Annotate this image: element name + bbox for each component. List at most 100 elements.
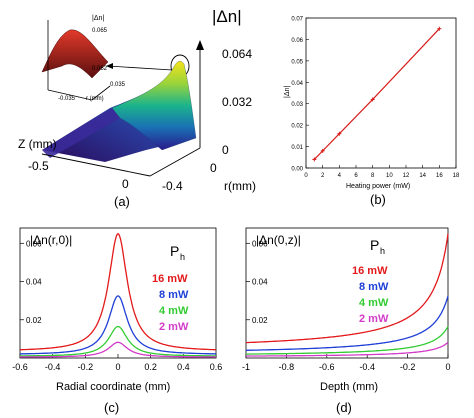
b-ytick-label: 0.02: [291, 124, 303, 130]
panel-d-label: (d): [336, 400, 352, 415]
b-xtick-label: 0: [304, 173, 308, 179]
d-frame: [245, 227, 449, 359]
c-xtick-label: -0.2: [78, 362, 94, 372]
b-xlabel: Heating power (mW): [346, 183, 410, 190]
c-y-ticks: 0.02 0.04 0.06: [20, 239, 42, 325]
d-xtick-label: -0.8: [279, 362, 295, 372]
inset-ztick-top: 0.065: [92, 28, 108, 34]
c-legend-4mw: 4 mW: [159, 305, 189, 317]
b-xtick-label: 12: [403, 173, 410, 179]
d-xlabel: Depth (mm): [320, 381, 378, 393]
a-zlabel: |Δn|: [212, 7, 242, 26]
d-legend-16mw: 16 mW: [352, 265, 388, 277]
b-series: [312, 26, 442, 162]
a-xtick-0: 0: [210, 161, 217, 175]
a-ytick-0: 0: [122, 177, 129, 191]
inset-xlabel: r (mm): [86, 96, 104, 102]
a-ztick-0064: 0.064: [222, 47, 252, 61]
c-series-line: [20, 295, 216, 355]
d-series-line: [246, 341, 449, 357]
b-ytick-label: 0.04: [291, 81, 303, 87]
c-ytick-label: 0.02: [26, 316, 42, 325]
b-xtick-label: 8: [371, 173, 375, 179]
panel-b: 0.00 0.01 0.02 0.03 0.04 0.05 0.06 0.07 0 2 4 6 8 10…: [284, 17, 460, 208]
inset-xtick-right: 0.035: [110, 82, 126, 88]
a-ztick-0: 0: [222, 143, 229, 157]
c-legend: P h 16 mW 8 mW 4 mW 2 mW: [152, 243, 189, 333]
c-series-line: [20, 325, 216, 357]
panel-a-label: (a): [114, 194, 130, 209]
c-ytick-label: 0.06: [26, 239, 42, 248]
b-xtick-label: 14: [419, 173, 426, 179]
d-legend-4mw: 4 mW: [359, 297, 389, 309]
d-xtick-label: -0.4: [359, 362, 375, 372]
panel-c-label: (c): [104, 400, 119, 415]
panel-b-label: (b): [370, 192, 386, 207]
b-xtick-label: 2: [321, 173, 325, 179]
c-legend-8mw: 8 mW: [159, 289, 189, 301]
b-ytick-label: 0.07: [291, 17, 303, 23]
c-xtick-label: 0.2: [144, 362, 157, 372]
b-xtick-label: 18: [453, 173, 460, 179]
c-legend-title: P: [170, 243, 179, 259]
c-xtick-label: 0: [115, 362, 120, 372]
d-legend: P h 16 mW 8 mW 4 mW 2 mW: [352, 237, 389, 325]
inset-zlabel: |Δn|: [92, 15, 104, 22]
d-x-ticks: -1 -0.8 -0.6 -0.4 -0.2 0: [242, 354, 451, 372]
d-xtick-label: -0.2: [400, 362, 416, 372]
d-legend-title-sub: h: [380, 246, 385, 256]
surface-peak: [111, 61, 197, 151]
a-ytick-neg05: -0.5: [28, 159, 49, 173]
z-axis-arrow: [196, 40, 204, 50]
d-y-ticks: 0.02 0.04 0.06: [246, 239, 268, 325]
c-xtick-label: 0.4: [177, 362, 190, 372]
d-series-line: [246, 326, 449, 355]
panel-a: |Δn| 0.065 0.062 -0.035 0.035 r (mm) |Δn…: [18, 7, 256, 209]
b-frame: [305, 17, 457, 169]
d-ytick-label: 0.04: [252, 278, 268, 287]
d-xtick-label: -0.6: [319, 362, 335, 372]
b-ytick-label: 0.00: [291, 167, 303, 173]
d-ytick-label: 0.02: [252, 316, 268, 325]
a-ylabel: Z (mm): [18, 137, 57, 151]
inset-surface: |Δn| 0.065 0.062 -0.035 0.035 r (mm): [41, 15, 126, 102]
c-legend-16mw: 16 mW: [152, 273, 188, 285]
zdepth-axis: [41, 153, 151, 177]
d-xtick-label: 0: [445, 362, 450, 372]
c-series-line: [20, 232, 216, 351]
d-ytick-label: 0.06: [252, 239, 268, 248]
c-series: [20, 232, 216, 358]
d-legend-2mw: 2 mW: [359, 313, 389, 325]
d-series: [246, 233, 449, 357]
inset-x-axis: [47, 89, 93, 101]
inset-surface-mesh: [41, 29, 109, 79]
inset-xtick-left: -0.035: [58, 96, 76, 102]
d-series-line: [246, 295, 449, 351]
c-xlabel: Radial coordinate (mm): [56, 381, 170, 393]
panel-c: |Δn(r,0)| 0.02 0.04 0.06 -0.6 -0.4 -0.2 0 0.2 0…: [12, 227, 223, 415]
inset-y-axis: [91, 85, 111, 101]
c-xtick-label: -0.4: [45, 362, 61, 372]
b-x-ticks: 0 2 4 6 8 10 12 14 16 18: [304, 165, 460, 179]
d-legend-title: P: [370, 237, 379, 253]
c-legend-2mw: 2 mW: [159, 321, 189, 333]
c-xtick-label: -0.6: [12, 362, 28, 372]
a-xlabel: r(mm): [224, 179, 256, 193]
c-legend-title-sub: h: [180, 252, 185, 262]
d-xtick-label: -1: [242, 362, 250, 372]
d-ylabel: |Δn(0,z)|: [256, 233, 301, 247]
surface-left-slope: [42, 108, 120, 158]
c-ylabel: |Δn(r,0)|: [30, 233, 72, 247]
b-xtick-label: 4: [338, 173, 342, 179]
b-ytick-label: 0.03: [291, 102, 303, 108]
b-ytick-label: 0.05: [291, 59, 303, 65]
b-ylabel: |Δn|: [284, 86, 291, 98]
c-xtick-label: 0.6: [210, 362, 223, 372]
b-ytick-label: 0.01: [291, 145, 303, 151]
b-xtick-label: 10: [386, 173, 393, 179]
inset-arrow-head: [106, 63, 113, 69]
a-ztick-0032: 0.032: [222, 95, 252, 109]
b-xtick-label: 16: [436, 173, 443, 179]
inset-arrow-line: [107, 65, 173, 71]
